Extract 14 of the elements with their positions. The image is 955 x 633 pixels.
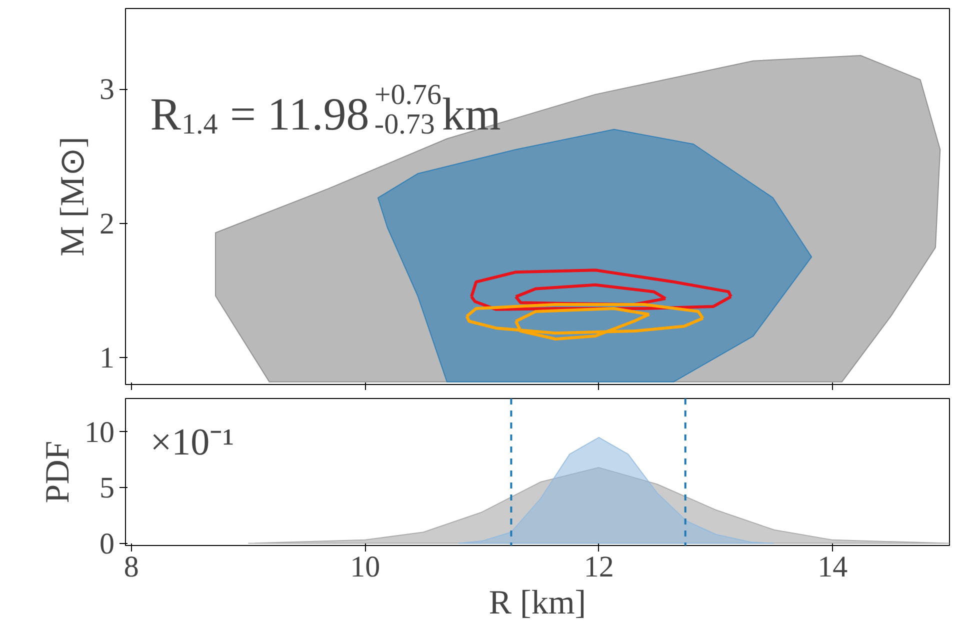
y-tick-label: 10	[84, 416, 114, 449]
y-tick-label: 5	[100, 472, 114, 505]
x-tick-label: 14	[818, 550, 848, 584]
y-tick-label: 2	[100, 207, 114, 240]
y-axis-title: PDF	[40, 440, 76, 504]
y-tick-label: 1	[100, 342, 114, 375]
x-tick-label: 10	[350, 550, 380, 584]
x-axis-title: R [km]	[488, 584, 586, 622]
y-axis-title: M [M⊙]	[54, 136, 92, 256]
annotation: ×10⁻¹	[150, 422, 234, 464]
y-tick-label: 3	[100, 73, 114, 106]
x-tick-label: 8	[124, 550, 139, 584]
y-tick-label: 0	[100, 527, 114, 560]
x-tick-label: 12	[584, 550, 614, 584]
